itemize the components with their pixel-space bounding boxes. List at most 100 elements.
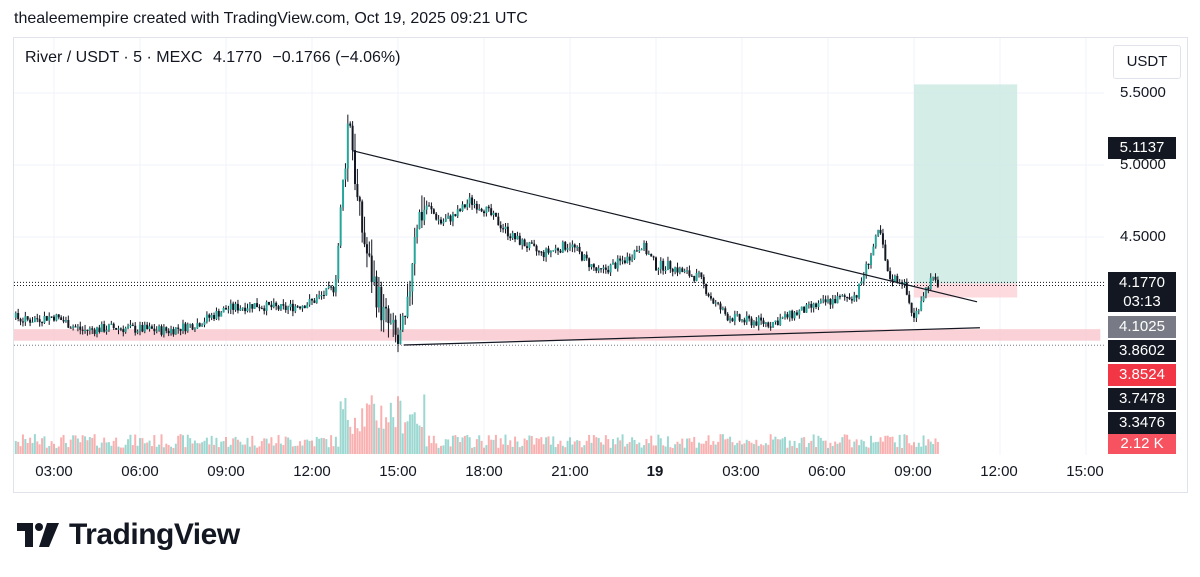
volume-bar xyxy=(905,435,908,454)
candle-body xyxy=(793,312,796,319)
candle xyxy=(545,247,548,454)
candle xyxy=(645,240,648,454)
volume-bar xyxy=(829,442,832,454)
volume-bar xyxy=(179,434,182,454)
candle xyxy=(893,274,896,454)
volume-bar xyxy=(258,446,261,454)
candle xyxy=(669,260,672,454)
candle-body xyxy=(812,303,815,308)
candle xyxy=(693,275,696,454)
candle xyxy=(41,321,44,454)
candle-body xyxy=(86,329,89,331)
candle-body xyxy=(272,302,275,308)
candle xyxy=(604,264,607,454)
candle xyxy=(564,241,567,454)
candle-body xyxy=(573,244,576,248)
candle-body xyxy=(616,258,619,269)
volume-bar xyxy=(478,435,481,454)
candle xyxy=(31,316,34,454)
candle-body xyxy=(177,327,180,329)
candle xyxy=(327,281,330,454)
candle xyxy=(21,317,24,454)
volume-bar xyxy=(908,443,911,454)
candle-body xyxy=(17,313,20,319)
volume-bar xyxy=(693,436,696,454)
volume-bar xyxy=(31,442,34,454)
candle xyxy=(471,194,474,454)
level-label: 3.7478 xyxy=(1108,388,1176,410)
candle-body xyxy=(48,316,51,321)
candle xyxy=(322,290,325,454)
candle xyxy=(831,294,834,454)
candle-body xyxy=(146,324,149,329)
volume-bar xyxy=(769,434,772,454)
candle-body xyxy=(779,318,782,325)
candle-body xyxy=(786,314,789,318)
chart-panel[interactable] xyxy=(13,37,1188,493)
volume-bar xyxy=(387,422,390,454)
candle-body xyxy=(270,304,273,308)
candle-body xyxy=(721,308,724,310)
candle xyxy=(934,273,937,454)
candle xyxy=(440,216,442,454)
candle-body xyxy=(148,326,151,329)
candle xyxy=(521,238,524,454)
candle xyxy=(91,326,94,454)
volume-bar xyxy=(752,444,755,454)
candle xyxy=(45,315,48,454)
candle xyxy=(387,305,390,454)
volume-bar xyxy=(428,435,431,454)
volume-bar xyxy=(516,441,519,454)
candle xyxy=(60,315,63,454)
candle-body xyxy=(150,326,153,329)
candle xyxy=(803,306,806,454)
candle xyxy=(55,313,58,454)
volume-bar xyxy=(182,435,184,454)
candle-body xyxy=(107,324,110,331)
candle xyxy=(389,313,392,454)
candle xyxy=(595,266,598,454)
candle xyxy=(451,211,454,454)
candle xyxy=(76,324,79,454)
candle xyxy=(62,316,65,454)
candle-body xyxy=(860,281,863,284)
candle-body xyxy=(874,235,877,247)
candle-body xyxy=(752,321,755,326)
candle xyxy=(647,250,650,454)
volume-bar xyxy=(234,436,237,454)
volume-bar xyxy=(724,439,727,454)
candle-body xyxy=(110,323,113,325)
volume-bar xyxy=(662,445,665,454)
candle xyxy=(475,200,478,454)
volume-bar xyxy=(700,443,703,454)
candle xyxy=(222,306,225,454)
volume-bar xyxy=(645,439,648,454)
volume-bar xyxy=(795,447,798,454)
currency-selector[interactable]: USDT xyxy=(1113,45,1181,79)
candle-body xyxy=(315,297,318,303)
candle-body xyxy=(334,279,337,293)
candle-body xyxy=(24,316,27,323)
candle xyxy=(74,324,77,454)
candle xyxy=(361,199,364,454)
candle-body xyxy=(726,313,729,321)
volume-bar xyxy=(98,447,101,454)
volume-bar xyxy=(719,434,722,454)
volume-bar xyxy=(217,447,220,454)
candle-body xyxy=(408,291,411,297)
volume-bar xyxy=(210,435,213,454)
candle xyxy=(623,257,626,454)
candle-body xyxy=(115,327,118,330)
volume-bar xyxy=(891,436,894,454)
candle-body xyxy=(84,329,87,331)
candle xyxy=(798,309,801,454)
volume-bar xyxy=(853,441,856,454)
candle-body xyxy=(420,211,423,221)
volume-bar xyxy=(688,438,691,454)
candle-body xyxy=(425,205,428,210)
candle xyxy=(225,305,227,454)
candle-body xyxy=(846,297,849,299)
candle xyxy=(289,300,292,454)
candle xyxy=(743,317,746,454)
